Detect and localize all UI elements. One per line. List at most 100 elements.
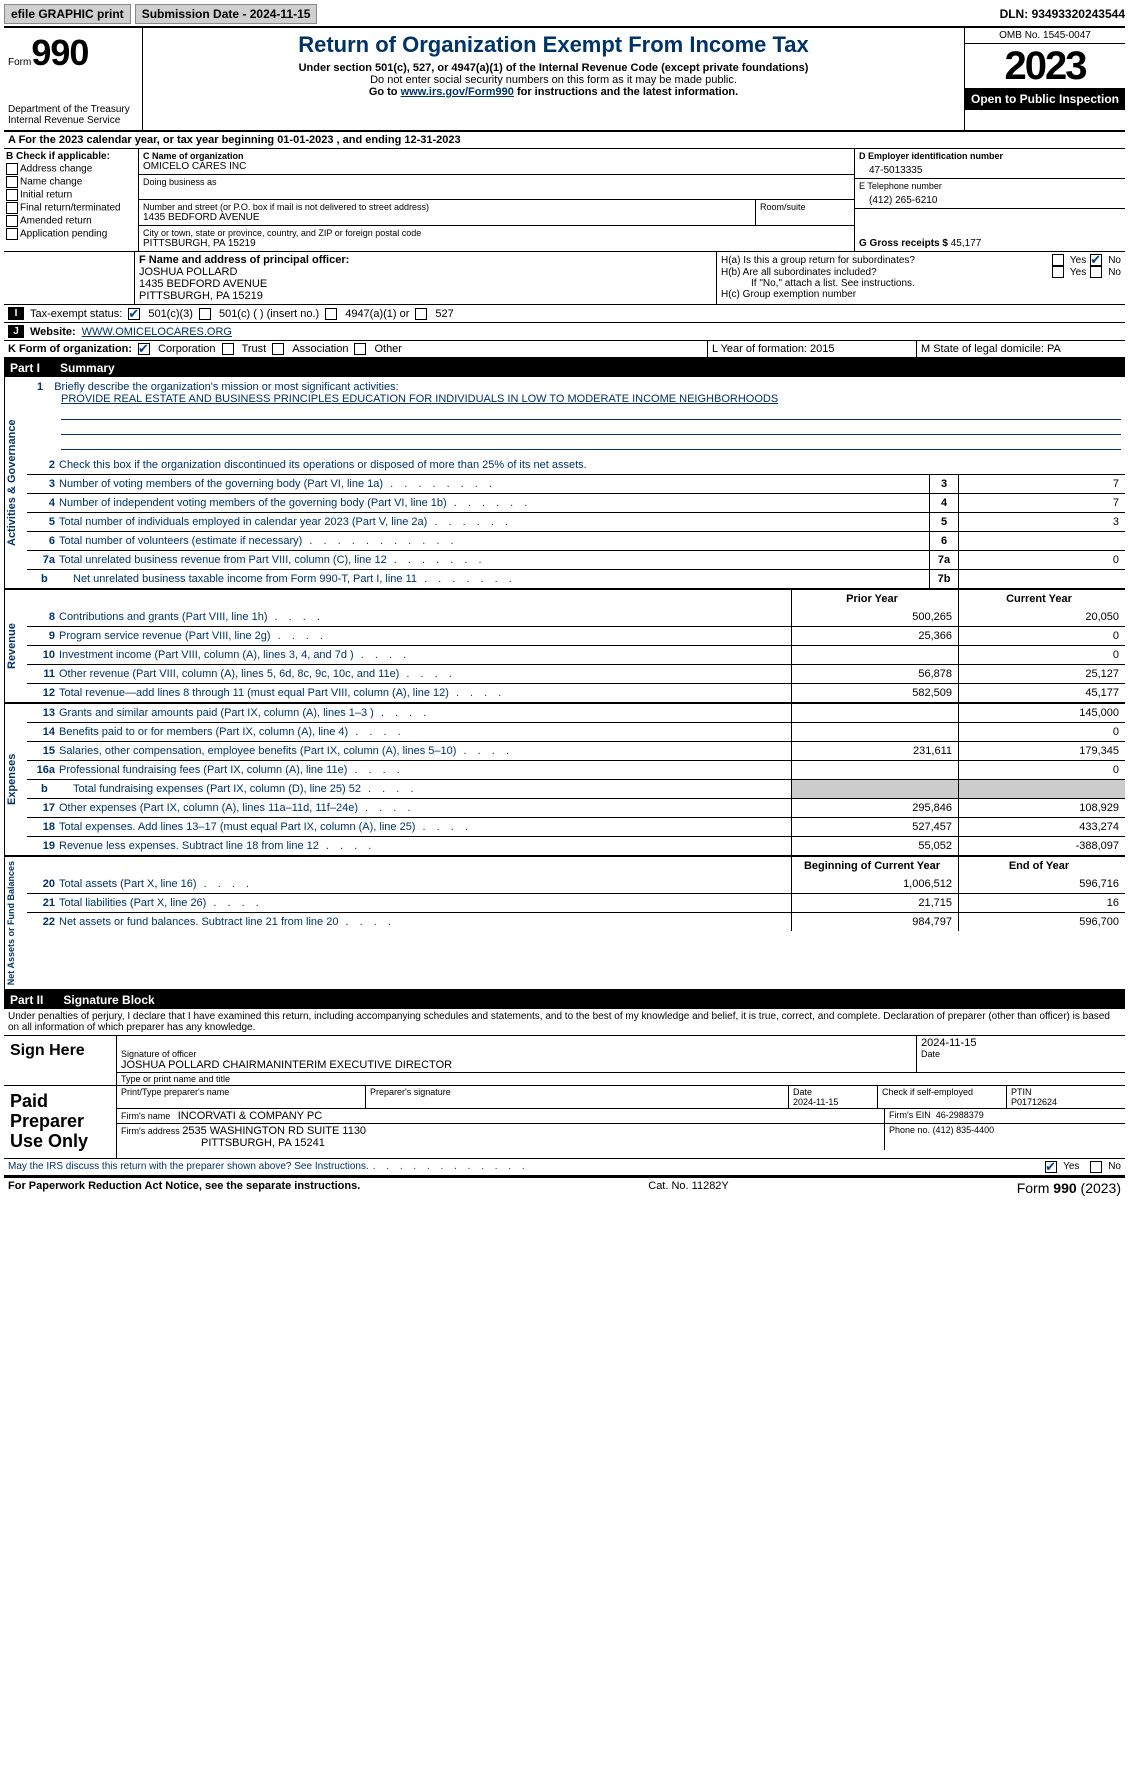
section-governance: Activities & Governance 1 Briefly descri… (4, 377, 1125, 590)
officer-type-name: Type or print name and title (117, 1073, 1125, 1085)
open-to-public: Open to Public Inspection (965, 88, 1125, 110)
form-page-label: Form 990 (2023) (1017, 1180, 1121, 1196)
top-bar: efile GRAPHIC print Submission Date - 20… (4, 4, 1125, 28)
discuss-with-preparer: May the IRS discuss this return with the… (4, 1159, 1125, 1176)
ha-yes-checkbox[interactable] (1052, 254, 1064, 266)
row-j: J Website: WWW.OMICELOCARES.ORG (4, 323, 1125, 341)
table-row: 22Net assets or fund balances. Subtract … (27, 912, 1125, 931)
chk-application-pending[interactable]: Application pending (6, 228, 136, 240)
table-row: 21Total liabilities (Part X, line 26) . … (27, 893, 1125, 912)
form-label: Form (8, 57, 31, 68)
box-h-b: H(b) Are all subordinates included? Yes … (721, 266, 1121, 278)
chk-final-return[interactable]: Final return/terminated (6, 202, 136, 214)
chk-501c3[interactable] (128, 308, 140, 320)
box-c-city: City or town, state or province, country… (139, 226, 854, 251)
paperwork-notice: For Paperwork Reduction Act Notice, see … (8, 1180, 360, 1196)
perjury-declaration: Under penalties of perjury, I declare th… (4, 1009, 1125, 1036)
table-row: 18Total expenses. Add lines 13–17 (must … (27, 817, 1125, 836)
form-subtitle-3: Go to www.irs.gov/Form990 for instructio… (147, 86, 960, 98)
entity-block: B Check if applicable: Address change Na… (4, 149, 1125, 252)
officer-signature[interactable]: Signature of officer JOSHUA POLLARD CHAI… (117, 1036, 917, 1072)
tab-revenue: Revenue (4, 590, 27, 702)
line-6: 6Total number of volunteers (estimate if… (27, 531, 1125, 550)
tax-year: 2023 (965, 44, 1125, 88)
chk-assoc[interactable] (272, 343, 284, 355)
chk-corp[interactable] (138, 343, 150, 355)
chk-address-change[interactable]: Address change (6, 163, 136, 175)
chk-name-change[interactable]: Name change (6, 176, 136, 188)
box-c-street: Number and street (or P.O. box if mail i… (139, 200, 756, 226)
line-1: 1 Briefly describe the organization's mi… (27, 377, 1125, 405)
box-h-a: H(a) Is this a group return for subordin… (721, 254, 1121, 266)
part-1-header: Part ISummary (4, 359, 1125, 377)
irs-link[interactable]: www.irs.gov/Form990 (401, 86, 514, 98)
box-d-ein: D Employer identification number 47-5013… (855, 149, 1125, 179)
box-g-receipts: G Gross receipts $ 45,177 (855, 209, 1125, 251)
chk-527[interactable] (415, 308, 427, 320)
box-c-dba: Doing business as (139, 175, 854, 200)
form-subtitle-1: Under section 501(c), 527, or 4947(a)(1)… (147, 62, 960, 74)
preparer-signature[interactable]: Preparer's signature (366, 1086, 789, 1108)
row-f-h: F Name and address of principal officer:… (4, 252, 1125, 305)
line-4: 4Number of independent voting members of… (27, 493, 1125, 512)
table-row: 15Salaries, other compensation, employee… (27, 741, 1125, 760)
table-row: 8Contributions and grants (Part VIII, li… (27, 608, 1125, 626)
self-employed-check[interactable]: Check if self-employed (878, 1086, 1007, 1108)
box-f: F Name and address of principal officer:… (135, 252, 716, 304)
sign-here-row: Sign Here Signature of officer JOSHUA PO… (4, 1036, 1125, 1086)
row-a-tax-year: A For the 2023 calendar year, or tax yea… (4, 132, 1125, 149)
tab-net-assets: Net Assets or Fund Balances (4, 857, 27, 989)
table-row: 10Investment income (Part VIII, column (… (27, 645, 1125, 664)
form-title: Return of Organization Exempt From Incom… (147, 32, 960, 58)
dln-label: DLN: 93493320243544 (1000, 7, 1125, 21)
paid-preparer-row: Paid Preparer Use Only Print/Type prepar… (4, 1086, 1125, 1158)
ha-no-checkbox[interactable] (1090, 254, 1102, 266)
firm-ein: Firm's EIN 46-2988379 (885, 1109, 1125, 1123)
chk-4947[interactable] (325, 308, 337, 320)
page-footer: For Paperwork Reduction Act Notice, see … (4, 1176, 1125, 1198)
table-row: 13Grants and similar amounts paid (Part … (27, 704, 1125, 722)
preparer-name[interactable]: Print/Type preparer's name (117, 1086, 366, 1108)
preparer-date: Date2024-11-15 (789, 1086, 878, 1108)
table-row: 9Program service revenue (Part VIII, lin… (27, 626, 1125, 645)
officer-date: 2024-11-15 Date (917, 1036, 1125, 1072)
website-link[interactable]: WWW.OMICELOCARES.ORG (82, 326, 232, 338)
chk-amended-return[interactable]: Amended return (6, 215, 136, 227)
section-revenue: Revenue Prior Year Current Year 8Contrib… (4, 590, 1125, 704)
chk-501c[interactable] (199, 308, 211, 320)
table-row: 16aProfessional fundraising fees (Part I… (27, 760, 1125, 779)
dept-label: Department of the Treasury Internal Reve… (8, 104, 138, 126)
efile-print-button[interactable]: efile GRAPHIC print (4, 4, 131, 24)
revenue-header: Prior Year Current Year (27, 590, 1125, 608)
chk-other[interactable] (354, 343, 366, 355)
form-header: Form990 Department of the Treasury Inter… (4, 28, 1125, 132)
sign-here-label: Sign Here (4, 1036, 117, 1085)
table-row: 19Revenue less expenses. Subtract line 1… (27, 836, 1125, 855)
box-b-title: B Check if applicable: (6, 151, 136, 162)
chk-initial-return[interactable]: Initial return (6, 189, 136, 201)
line-2: 2Check this box if the organization disc… (27, 456, 1125, 474)
part-2-header: Part IISignature Block (4, 991, 1125, 1009)
net-header: Beginning of Current Year End of Year (27, 857, 1125, 875)
box-c-name: C Name of organization OMICELO CARES INC (139, 149, 854, 175)
row-k: K Form of organization: Corporation Trus… (4, 341, 1125, 359)
section-net-assets: Net Assets or Fund Balances Beginning of… (4, 857, 1125, 991)
chk-trust[interactable] (222, 343, 234, 355)
table-row: 12Total revenue—add lines 8 through 11 (… (27, 683, 1125, 702)
table-row: 20Total assets (Part X, line 16) . . . .… (27, 875, 1125, 893)
box-b: B Check if applicable: Address change Na… (4, 149, 139, 251)
box-h-c: H(c) Group exemption number (721, 289, 1121, 300)
discuss-yes-checkbox[interactable] (1045, 1161, 1057, 1173)
table-row: 14Benefits paid to or for members (Part … (27, 722, 1125, 741)
line-5: 5Total number of individuals employed in… (27, 512, 1125, 531)
line-3: 3Number of voting members of the governi… (27, 474, 1125, 493)
section-expenses: Expenses 13Grants and similar amounts pa… (4, 704, 1125, 857)
box-m-state: M State of legal domicile: PA (916, 341, 1125, 357)
table-row: 11Other revenue (Part VIII, column (A), … (27, 664, 1125, 683)
line-7a: 7aTotal unrelated business revenue from … (27, 550, 1125, 569)
hb-yes-checkbox[interactable] (1052, 266, 1064, 278)
catalog-number: Cat. No. 11282Y (648, 1180, 729, 1196)
hb-no-checkbox[interactable] (1090, 266, 1102, 278)
paid-preparer-label: Paid Preparer Use Only (4, 1086, 117, 1157)
discuss-no-checkbox[interactable] (1090, 1161, 1102, 1173)
